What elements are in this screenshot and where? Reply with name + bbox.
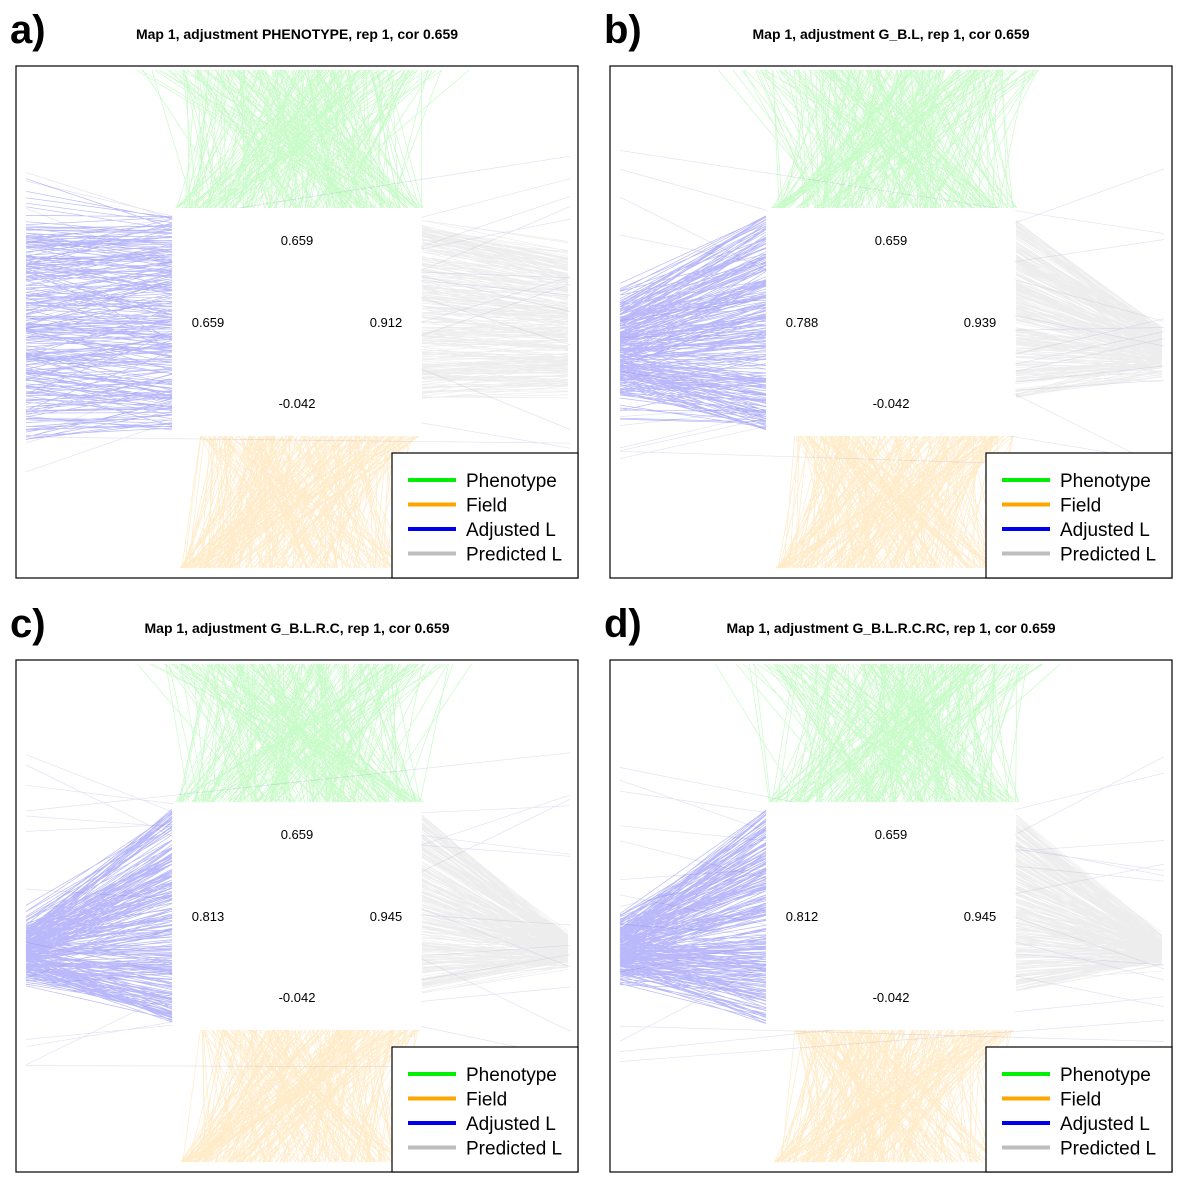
legend-entry: Field <box>466 496 507 517</box>
phenotype-lines <box>718 69 1040 209</box>
legend-box <box>985 1046 1173 1173</box>
left-value: 0.813 <box>192 909 225 924</box>
center-box <box>767 802 1015 1030</box>
top-value: 0.659 <box>281 233 314 248</box>
adjusted-l-lines <box>619 215 767 431</box>
bottom-value: -0.042 <box>279 396 316 411</box>
phenotype-lines <box>136 69 470 209</box>
fan-plot: 0.659 0.813 0.945 -0.042 Phenotype Field Adjus… <box>15 659 579 1173</box>
bottom-value: -0.042 <box>279 990 316 1005</box>
chart-panel-c: c) Map 1, adjustment G_B.L.R.C, rep 1, c… <box>0 594 594 1188</box>
legend-entry: Adjusted L <box>1060 1114 1150 1135</box>
phenotype-lines <box>715 663 1061 803</box>
fan-plot: 0.659 0.659 0.912 -0.042 Phenotype Field Adjus… <box>15 65 579 579</box>
center-box <box>173 802 421 1030</box>
chart-panel-b: b) Map 1, adjustment G_B.L, rep 1, cor 0… <box>594 0 1188 594</box>
chart-title: Map 1, adjustment G_B.L.R.C, rep 1, cor … <box>144 620 450 636</box>
legend-entry: Phenotype <box>466 471 557 492</box>
predicted-l-lines <box>421 814 569 994</box>
plot-frame <box>609 65 1173 579</box>
legend-entry: Predicted L <box>1060 1139 1156 1160</box>
bottom-value: -0.042 <box>873 990 910 1005</box>
legend-entry: Phenotype <box>1060 471 1151 492</box>
legend-entry: Phenotype <box>1060 1065 1151 1086</box>
panel-label: a) <box>10 8 46 52</box>
right-value: 0.912 <box>370 315 403 330</box>
right-value: 0.945 <box>370 909 403 924</box>
chart-title: Map 1, adjustment PHENOTYPE, rep 1, cor … <box>135 26 459 42</box>
panel-label: d) <box>604 602 642 646</box>
legend-box <box>391 452 579 579</box>
top-value: 0.659 <box>281 827 314 842</box>
field-lines <box>180 1029 420 1163</box>
legend-entry: Adjusted L <box>466 1114 556 1135</box>
top-value: 0.659 <box>875 233 908 248</box>
legend-entry: Adjusted L <box>466 520 556 541</box>
plot-frame <box>15 65 579 579</box>
chart-title: Map 1, adjustment G_B.L, rep 1, cor 0.65… <box>752 26 1030 42</box>
field-lines <box>775 435 1015 569</box>
legend: Phenotype Field Adjusted L Predicted L <box>985 452 1173 579</box>
legend: Phenotype Field Adjusted L Predicted L <box>391 1046 579 1173</box>
left-value: 0.812 <box>786 909 819 924</box>
panel-label: b) <box>604 8 642 52</box>
legend-entry: Predicted L <box>1060 545 1156 566</box>
right-value: 0.939 <box>964 315 997 330</box>
predicted-l-lines <box>421 219 569 399</box>
legend-entry: Phenotype <box>466 1065 557 1086</box>
plot-frame <box>15 659 579 1173</box>
legend-entry: Predicted L <box>466 1139 562 1160</box>
chart-panel-d: d) Map 1, adjustment G_B.L.R.C.RC, rep 1… <box>594 594 1188 1188</box>
adjusted-l-lines <box>619 809 767 1024</box>
left-value: 0.788 <box>786 315 819 330</box>
legend-entry: Adjusted L <box>1060 520 1150 541</box>
phenotype-lines <box>137 663 472 803</box>
plot-frame <box>609 659 1173 1173</box>
chart-panel-a: a) Map 1, adjustment PHENOTYPE, rep 1, c… <box>0 0 594 594</box>
predicted-l-lines <box>1015 219 1163 399</box>
field-lines <box>773 1029 1015 1163</box>
center-box <box>173 208 421 436</box>
predicted-l-lines <box>1015 814 1163 992</box>
adjusted-l-lines <box>25 808 173 1023</box>
fan-plot: 0.659 0.788 0.939 -0.042 Phenotype Field Adjus… <box>609 65 1173 579</box>
adjusted-l-lines <box>25 178 173 440</box>
legend-entry: Field <box>466 1090 507 1111</box>
top-value: 0.659 <box>875 827 908 842</box>
legend: Phenotype Field Adjusted L Predicted L <box>985 1046 1173 1173</box>
bottom-value: -0.042 <box>873 396 910 411</box>
legend-box <box>391 1046 579 1173</box>
legend: Phenotype Field Adjusted L Predicted L <box>391 452 579 579</box>
legend-entry: Field <box>1060 1090 1101 1111</box>
right-value: 0.945 <box>964 909 997 924</box>
chart-title: Map 1, adjustment G_B.L.R.C.RC, rep 1, c… <box>726 620 1056 636</box>
left-value: 0.659 <box>192 315 225 330</box>
field-lines <box>179 435 420 569</box>
fan-plot: 0.659 0.812 0.945 -0.042 Phenotype Field Adjus… <box>609 659 1173 1173</box>
panel-label: c) <box>10 602 46 646</box>
legend-entry: Predicted L <box>466 545 562 566</box>
legend-box <box>985 452 1173 579</box>
center-box <box>767 208 1015 436</box>
legend-entry: Field <box>1060 496 1101 517</box>
